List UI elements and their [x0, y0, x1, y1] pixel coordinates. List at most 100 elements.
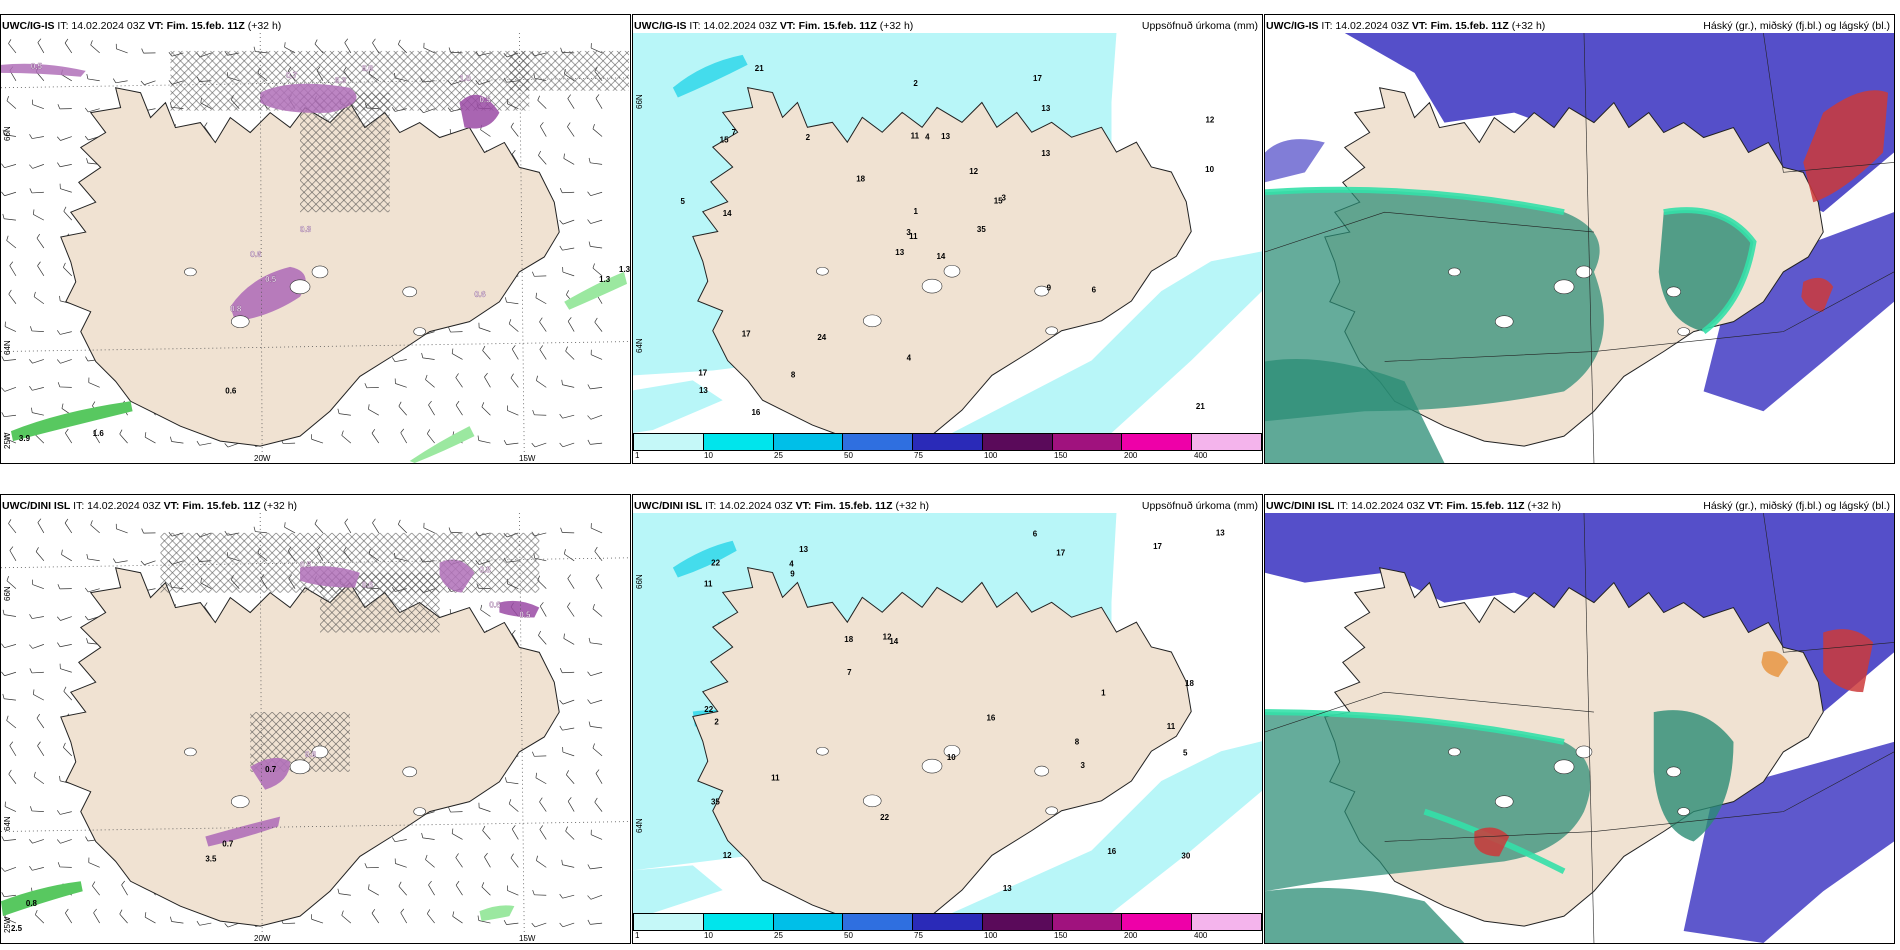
lat-label-66n: 66N — [635, 574, 644, 589]
lon-label-15w: 15W — [519, 454, 536, 463]
wind-barb-flag — [224, 923, 229, 928]
colorbar-segment — [1191, 913, 1262, 931]
wind-barb — [60, 188, 72, 193]
wind-barb — [539, 801, 547, 812]
precip-map[interactable]: 8 11 12 13 14 16 35 17 18 13 11 22 22 30 22 18 10 16 12 11 1… — [633, 513, 1262, 913]
wind-barb-flag — [567, 797, 572, 802]
lon-label-20w: 20W — [254, 454, 271, 463]
wind-barb-flag — [31, 407, 33, 413]
wind-barb — [4, 387, 17, 392]
wind-barb-flag — [531, 442, 536, 448]
glacier-outline — [402, 286, 417, 298]
precip-map[interactable]: 14 15 11 17 15 24 17 13 13 35 21 21 14 12 13 13 16 11 12 17… — [633, 33, 1262, 433]
wind-barb — [400, 432, 408, 444]
wind-barb — [590, 834, 603, 840]
wind-barb-flag — [57, 330, 61, 335]
precip-number: 12 — [969, 167, 978, 176]
colorbar-segment — [1051, 433, 1122, 451]
panel-header: UWC/DINI ISL IT: 14.02.2024 03Z VT: Fim.… — [1266, 498, 1890, 514]
wind-barb-flag — [56, 839, 61, 844]
wind-barb — [481, 886, 491, 896]
wind-barb — [9, 265, 17, 277]
wind-barb — [400, 912, 408, 924]
colorbar-label: 75 — [914, 451, 923, 460]
wind-barb — [36, 238, 45, 249]
wind-barb-flag — [592, 123, 595, 129]
wind-barb — [4, 698, 16, 701]
wind-barb — [199, 442, 212, 446]
wind-barb-flag — [56, 136, 61, 141]
wind-barb — [428, 404, 435, 416]
initial-time: IT: 14.02.2024 03Z — [1337, 500, 1425, 512]
colorbar-segment — [772, 913, 843, 931]
wind-barb-flag — [121, 880, 125, 886]
cloud-map[interactable] — [1265, 33, 1894, 463]
wind-barb-flag — [57, 862, 61, 868]
wind-barb — [539, 606, 547, 617]
glacier-outline — [1045, 326, 1058, 336]
precip-value-label: 0.5 — [31, 62, 43, 71]
colorbar-segment — [772, 433, 843, 451]
precip-value-label: 0.7 — [286, 71, 298, 80]
wind-barb-flag — [253, 46, 256, 52]
wind-barb-flag — [559, 725, 563, 731]
wind-barb — [4, 218, 16, 221]
wind-barb — [6, 580, 17, 589]
wind-barb-flag — [425, 854, 428, 860]
wind-barb — [484, 856, 491, 868]
wind-barb — [536, 380, 547, 388]
wind-barb-flag — [1, 671, 5, 676]
wind-barb — [567, 801, 575, 812]
glacier-outline — [862, 314, 882, 328]
wind-barb — [4, 644, 17, 649]
wind-barb-flag — [449, 128, 452, 134]
precip-number: 13 — [699, 386, 708, 395]
wind-barb-flag — [539, 797, 543, 802]
wind-barb-flag — [565, 826, 568, 832]
wind-barb-flag — [364, 383, 368, 388]
wind-barb — [338, 413, 351, 416]
wind-barb-flag — [65, 908, 69, 914]
initial-time: IT: 14.02.2024 03Z — [73, 500, 161, 512]
wind-barb-flag — [455, 853, 459, 858]
wind-barb-flag — [86, 73, 89, 79]
wind-barb-flag — [455, 373, 459, 378]
wind-barb-flag — [477, 915, 480, 921]
wind-barb — [562, 219, 575, 225]
precip-number: 17 — [742, 330, 751, 339]
precip-number: 7 — [847, 668, 852, 677]
precip-number: 7 — [732, 128, 737, 137]
wind-barb — [480, 609, 491, 617]
wind-barb — [539, 349, 547, 360]
wind-barb-flag — [37, 38, 42, 43]
precip-number: 13 — [941, 132, 950, 141]
wind-barb — [590, 162, 603, 165]
wind-barb-flag — [1, 356, 5, 361]
wind-barb — [511, 153, 519, 165]
wind-barb — [116, 48, 128, 54]
wind-barb-flag — [477, 435, 480, 441]
wind-barb — [171, 441, 184, 444]
wind-barb-flag — [398, 881, 402, 887]
wind-barb-flag — [588, 637, 591, 643]
cloud-map[interactable] — [1265, 513, 1894, 943]
wind-barb-flag — [594, 317, 598, 323]
wind-barb-flag — [337, 408, 340, 414]
wind-barb — [507, 410, 519, 416]
wind-barb-flag — [455, 400, 460, 406]
precip-numbers: 8111213141635171813112222302218101612111… — [704, 529, 1225, 893]
glacier-outline — [1034, 765, 1049, 777]
wind-barb-flag — [392, 837, 396, 842]
wind-map[interactable]: 0.5 0.6 0.8 0.6 0.5 0.6 0.7 0.7 3.5 0.8 2.5 66N 64… — [1, 513, 630, 943]
colorbar-segment — [1121, 913, 1192, 931]
wind-barb — [507, 890, 519, 896]
wind-map[interactable]: 0.5 0.7 0.3 0.6 1.0 0.5 0.8 0.6 0.5 0.8 0.6 1.3 1.3 0… — [1, 33, 630, 463]
wind-barb-flag — [448, 327, 451, 333]
wind-barb — [37, 42, 45, 54]
precip-number: 4 — [925, 133, 930, 142]
wind-barb-flag — [484, 372, 488, 378]
wind-barb — [171, 921, 184, 924]
glacier-outline — [402, 766, 417, 778]
glacier-outline — [1553, 759, 1575, 775]
wind-barb-flag — [510, 122, 514, 128]
